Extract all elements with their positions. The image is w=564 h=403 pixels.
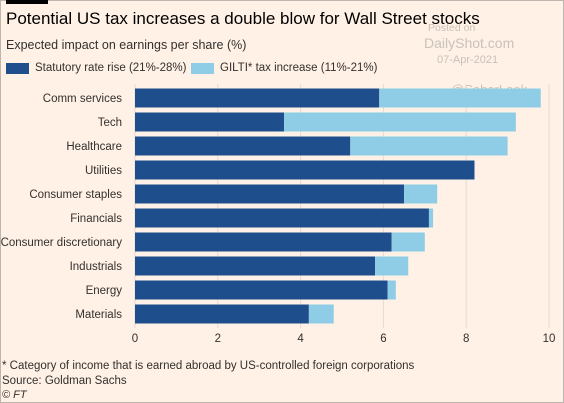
bar-gilti (404, 184, 438, 204)
bar-gilti (391, 232, 425, 252)
footnote: * Category of income that is earned abro… (2, 360, 415, 372)
category-label: Tech (98, 117, 122, 129)
watermark-posted: Posted on (428, 22, 476, 34)
bar-statutory (135, 112, 285, 132)
x-tick-label: 10 (543, 333, 556, 345)
category-label: Financials (70, 213, 122, 225)
bar-gilti (375, 256, 409, 276)
watermark-site: DailyShot.com (424, 35, 515, 51)
chart-subtitle: Expected impact on earnings per share (%… (6, 38, 247, 52)
category-label: Utilities (85, 165, 122, 177)
copyright: © FT (2, 389, 27, 401)
ft-top-bar (6, 0, 48, 4)
bar-gilti (387, 280, 396, 300)
bar-gilti (308, 304, 334, 324)
x-tick-label: 0 (132, 333, 138, 345)
x-tick-label: 2 (215, 333, 221, 345)
category-label: Materials (75, 309, 122, 321)
legend-swatch-statutory (6, 62, 29, 74)
category-label: Industrials (70, 261, 123, 273)
x-tick-label: 8 (463, 333, 469, 345)
bar-gilti (350, 136, 508, 156)
category-label: Comm services (43, 93, 122, 105)
legend-entry-gilti: GILTI* tax increase (11%-21%) (191, 62, 377, 74)
bar-gilti (379, 88, 541, 108)
bar-statutory (135, 136, 351, 156)
category-label: Healthcare (66, 141, 122, 153)
watermark-date: 07-Apr-2021 (437, 54, 499, 66)
bar-statutory (135, 256, 376, 276)
source-note: Source: Goldman Sachs (2, 375, 127, 387)
legend-label-statutory: Statutory rate rise (21%-28%) (35, 62, 187, 74)
legend-entry-statutory: Statutory rate rise (21%-28%) (6, 62, 186, 74)
legend-swatch-gilti (191, 62, 214, 74)
bar-statutory (135, 160, 475, 180)
bar-statutory (135, 304, 309, 324)
bar-statutory (135, 88, 380, 108)
category-label: Consumer staples (29, 189, 122, 201)
bar-statutory (135, 184, 405, 204)
x-tick-label: 6 (380, 333, 386, 345)
bar-statutory (135, 208, 429, 228)
x-tick-label: 4 (297, 333, 304, 345)
bar-statutory (135, 280, 388, 300)
chart-title: Potential US tax increases a double blow… (6, 9, 480, 28)
bar-gilti (428, 208, 434, 228)
bar-gilti (284, 112, 516, 132)
bar-statutory (135, 232, 392, 252)
category-label: Energy (86, 285, 123, 297)
legend-label-gilti: GILTI* tax increase (11%-21%) (220, 62, 378, 74)
category-label: Consumer discretionary (1, 237, 123, 249)
